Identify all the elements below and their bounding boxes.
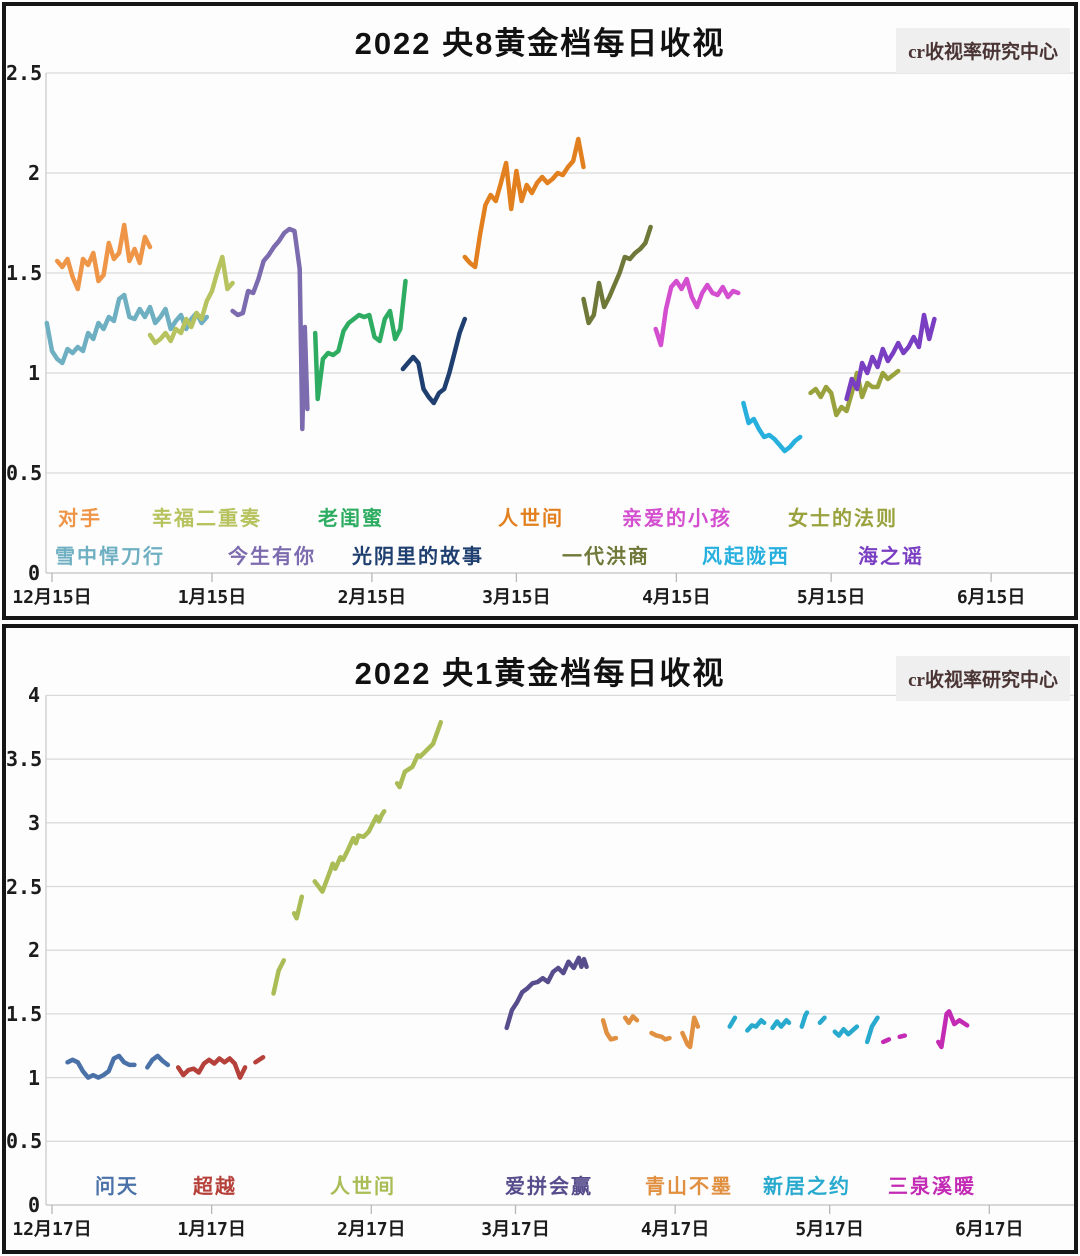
series-line-幸福二重奏 bbox=[147, 254, 235, 346]
legend-item-女士的法则: 女士的法则 bbox=[788, 508, 898, 530]
y-axis-tick-label: 0.5 bbox=[6, 461, 43, 485]
legend-item-三泉溪暖: 三泉溪暖 bbox=[888, 1176, 976, 1198]
series-line-对手 bbox=[54, 222, 153, 292]
x-axis-tick-label: 3月15日 bbox=[482, 587, 551, 608]
y-axis-tick-label: 0 bbox=[27, 1193, 40, 1217]
x-axis-tick-label: 12月17日 bbox=[12, 1219, 92, 1240]
y-axis-tick-label: 0 bbox=[27, 561, 40, 585]
legend-item-幸福二重奏: 幸福二重奏 bbox=[152, 508, 262, 530]
y-axis-tick-label: 1.5 bbox=[6, 1001, 43, 1026]
legend-item-对手: 对手 bbox=[58, 508, 102, 530]
legend-item-老闺蜜: 老闺蜜 bbox=[318, 508, 384, 530]
series-line-光阴里的故事 bbox=[400, 316, 468, 406]
legend-item-新居之约: 新居之约 bbox=[763, 1176, 851, 1198]
x-axis-tick-label: 4月17日 bbox=[640, 1219, 710, 1240]
x-axis-tick-label: 1月17日 bbox=[177, 1219, 246, 1240]
series-line-人世间 bbox=[394, 719, 444, 790]
x-axis-tick-label: 12月15日 bbox=[12, 587, 92, 608]
series-line-青山不墨 bbox=[600, 1018, 619, 1042]
series-line-今生有你 bbox=[230, 226, 310, 432]
series-line-新居之约 bbox=[832, 1024, 860, 1038]
legend-item-光阴里的故事: 光阴里的故事 bbox=[352, 546, 484, 568]
series-line-女士的法则 bbox=[808, 368, 901, 418]
y-axis-tick-label: 4 bbox=[27, 683, 40, 708]
y-axis-tick-label: 2.5 bbox=[6, 61, 43, 85]
legend-item-一代洪商: 一代洪商 bbox=[562, 546, 650, 568]
series-line-青山不墨 bbox=[649, 1030, 672, 1042]
x-axis-tick-label: 3月17日 bbox=[481, 1219, 550, 1240]
y-axis-tick-label: 1.5 bbox=[6, 261, 43, 285]
legend-item-青山不墨: 青山不墨 bbox=[645, 1176, 733, 1198]
y-axis-tick-label: 3.5 bbox=[6, 747, 43, 772]
series-line-人世间 bbox=[312, 809, 387, 894]
y-axis-tick-label: 2.5 bbox=[6, 874, 43, 899]
series-line-新居之约 bbox=[799, 1010, 810, 1029]
x-axis-tick-label: 6月17日 bbox=[955, 1219, 1024, 1240]
series-line-雪中悍刀行 bbox=[44, 292, 210, 366]
series-line-新居之约 bbox=[770, 1018, 792, 1031]
series-line-新居之约 bbox=[817, 1015, 827, 1026]
series-line-三泉溪暖 bbox=[880, 1037, 892, 1045]
x-axis-tick-label: 6月15日 bbox=[956, 587, 1026, 608]
series-line-超越 bbox=[253, 1054, 266, 1065]
legend-item-问天: 问天 bbox=[95, 1176, 139, 1198]
x-axis-tick-label: 5月15日 bbox=[796, 587, 866, 608]
series-line-青山不墨 bbox=[680, 1015, 701, 1050]
y-axis-tick-label: 2 bbox=[27, 161, 40, 185]
series-line-问天 bbox=[145, 1053, 171, 1070]
legend-item-海之谣: 海之谣 bbox=[858, 546, 924, 568]
series-line-爱拼会赢 bbox=[504, 955, 589, 1031]
cctv1-chart-panel: 2022 央1黄金档每日收视 cr收视率研究中心 0 0.5 1 1.5 2 2.5 3 3.… bbox=[2, 624, 1078, 1254]
series-line-新居之约 bbox=[864, 1015, 880, 1045]
cctv8-chart-panel: 2022 央8黄金档每日收视 cr收视率研究中心 0 0.5 1 1.5 2 2.5 12月… bbox=[2, 2, 1078, 620]
series-line-三泉溪暖 bbox=[897, 1033, 908, 1040]
y-axis-tick-label: 1 bbox=[27, 361, 40, 385]
y-axis-tick-label: 2 bbox=[27, 938, 40, 963]
series-line-新居之约 bbox=[745, 1018, 767, 1033]
cctv1-plot-area bbox=[6, 628, 1074, 1250]
legend-item-人世间: 人世间 bbox=[498, 508, 564, 530]
series-line-人世间 bbox=[271, 958, 287, 996]
series-line-一代洪商 bbox=[581, 224, 653, 326]
series-line-三泉溪暖 bbox=[936, 1009, 970, 1050]
series-line-亲爱的小孩 bbox=[653, 276, 741, 348]
cctv8-plot-area bbox=[6, 6, 1074, 616]
cctv1-watermark-badge: cr收视率研究中心 bbox=[896, 656, 1070, 701]
series-line-人世间 bbox=[462, 136, 586, 270]
y-axis-tick-label: 0.5 bbox=[6, 1129, 43, 1154]
legend-item-超越: 超越 bbox=[193, 1176, 237, 1198]
cctv1-chart-title: 2022 央1黄金档每日收视 bbox=[354, 656, 726, 691]
x-axis-tick-label: 2月15日 bbox=[337, 587, 407, 608]
series-line-人世间 bbox=[291, 894, 305, 921]
y-axis-tick-label: 1 bbox=[27, 1065, 40, 1090]
series-line-风起陇西 bbox=[741, 400, 803, 454]
chart-canvas bbox=[44, 72, 1074, 582]
series-line-老闺蜜 bbox=[312, 278, 408, 402]
legend-item-今生有你: 今生有你 bbox=[228, 546, 316, 568]
y-axis-tick-label: 3 bbox=[27, 810, 40, 835]
series-line-海之谣 bbox=[844, 312, 937, 402]
chart-canvas bbox=[45, 694, 1074, 1214]
legend-item-雪中悍刀行: 雪中悍刀行 bbox=[55, 546, 165, 568]
legend-item-亲爱的小孩: 亲爱的小孩 bbox=[622, 508, 732, 530]
x-axis-tick-label: 2月17日 bbox=[337, 1219, 406, 1240]
legend-item-人世间: 人世间 bbox=[330, 1176, 396, 1198]
cctv8-chart-title: 2022 央8黄金档每日收视 bbox=[354, 26, 726, 61]
cctv8-watermark-badge: cr收视率研究中心 bbox=[896, 28, 1070, 73]
legend-item-风起陇西: 风起陇西 bbox=[702, 546, 790, 568]
series-line-新居之约 bbox=[727, 1015, 738, 1029]
x-axis-tick-label: 5月17日 bbox=[795, 1219, 864, 1240]
x-axis-tick-label: 1月15日 bbox=[177, 587, 247, 608]
series-line-问天 bbox=[65, 1053, 137, 1080]
series-line-超越 bbox=[175, 1056, 248, 1080]
legend-item-爱拼会赢: 爱拼会赢 bbox=[505, 1176, 593, 1198]
series-line-青山不墨 bbox=[622, 1014, 640, 1026]
x-axis-tick-label: 4月15日 bbox=[642, 587, 711, 608]
